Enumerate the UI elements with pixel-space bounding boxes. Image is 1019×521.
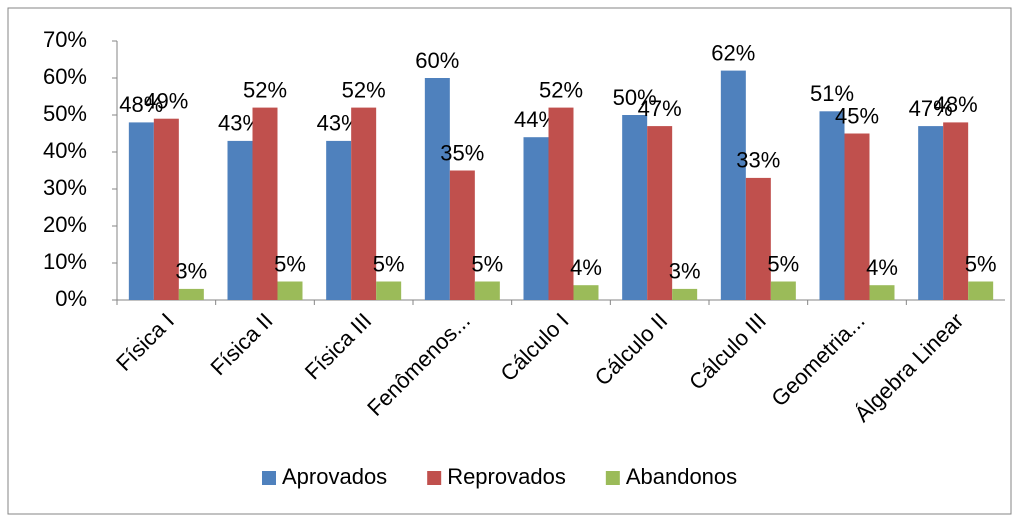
value-label: 5% [471,251,503,276]
bar [819,111,845,300]
value-label: 48% [934,92,978,117]
bar [672,288,698,300]
bar [745,177,771,300]
bar [474,281,500,300]
bar [622,115,648,300]
bar [128,122,154,301]
bar [178,288,204,300]
bar [153,118,179,300]
value-label: 45% [835,103,879,128]
bar [227,140,253,300]
bar [869,285,895,300]
value-label: 52% [342,77,386,102]
value-label: 5% [274,251,306,276]
legend-label: Reprovados [447,464,566,489]
value-label: 60% [415,48,459,73]
bar [376,281,402,300]
legend-swatch [605,471,620,485]
value-label: 3% [175,259,207,284]
bar [523,137,549,300]
y-tick-label: 40% [43,138,87,163]
bar [326,140,352,300]
legend-label: Abandonos [626,464,737,489]
value-label: 35% [440,140,484,165]
bar [968,281,994,300]
bar [548,107,574,300]
value-label: 62% [711,40,755,65]
bar [277,281,303,300]
legend-swatch [262,471,276,485]
value-label: 47% [909,96,953,121]
legend-swatch [427,471,442,485]
value-label: 5% [767,251,799,276]
value-label: 3% [669,259,701,284]
bar [573,285,599,300]
value-label: 5% [373,251,405,276]
bar [351,107,377,300]
bar [770,281,796,300]
bar [918,126,944,300]
y-tick-label: 10% [43,249,87,274]
value-label: 50% [613,85,657,110]
value-label: 48% [119,92,163,117]
value-label: 5% [965,251,997,276]
value-label: 52% [243,77,287,102]
bar [844,133,870,300]
legend-label: Aprovados [282,464,387,489]
value-label: 4% [866,255,898,280]
bar [647,126,673,300]
y-tick-label: 70% [43,27,87,52]
y-tick-label: 0% [55,286,87,311]
value-label: 51% [810,81,854,106]
y-tick-label: 50% [43,101,87,126]
value-label: 52% [539,77,583,102]
value-label: 49% [144,89,188,114]
value-label: 4% [570,255,602,280]
bar [424,78,450,300]
y-tick-label: 30% [43,175,87,200]
bar [252,107,278,300]
value-label: 33% [736,148,780,173]
value-label: 47% [638,96,682,121]
bar [943,122,969,301]
y-tick-label: 20% [43,212,87,237]
bar [720,70,746,300]
y-tick-label: 60% [43,64,87,89]
bar [449,170,475,300]
